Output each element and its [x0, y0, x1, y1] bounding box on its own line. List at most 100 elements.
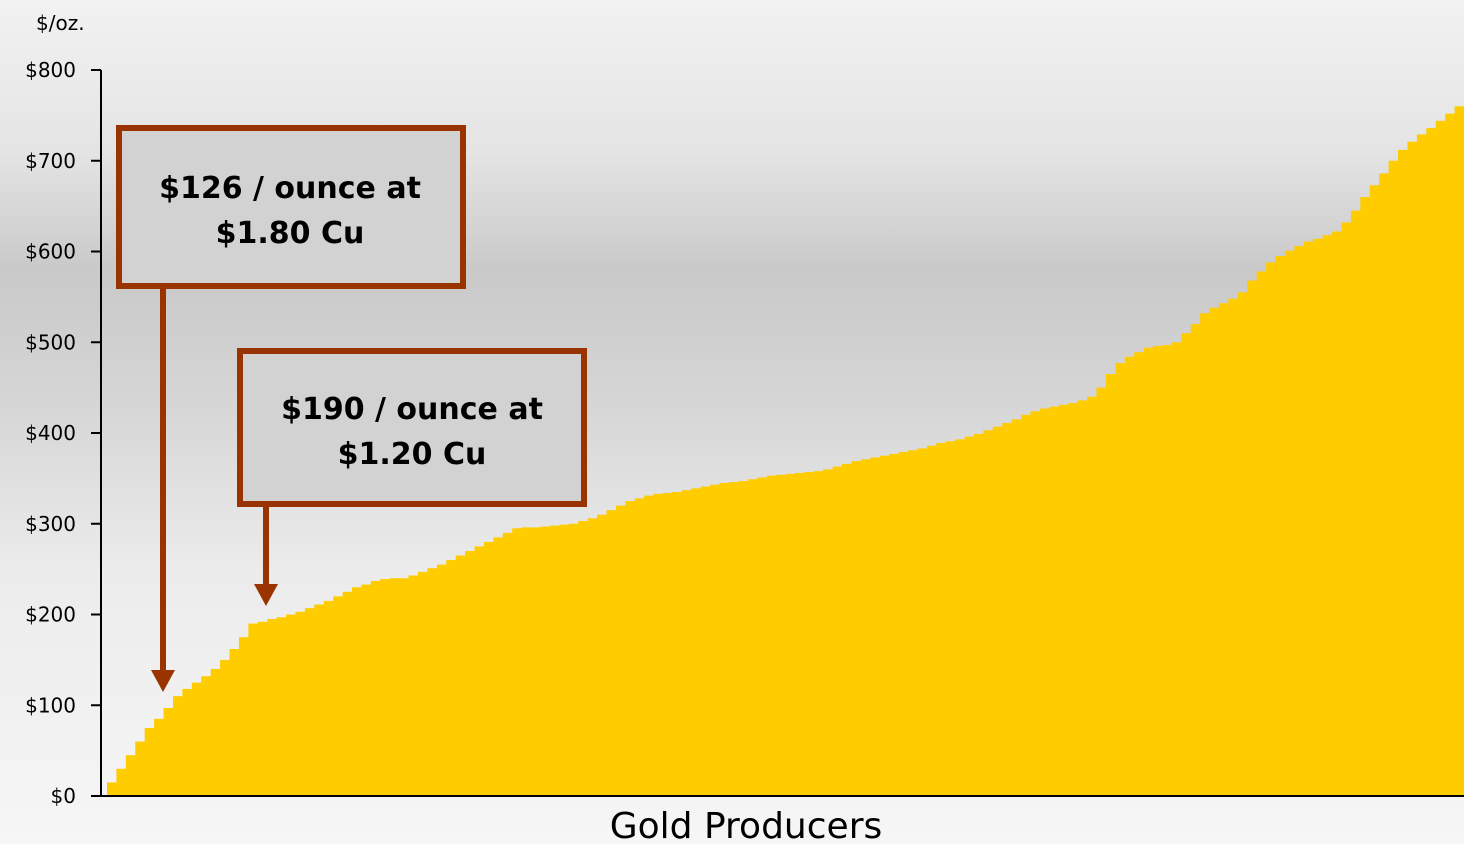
bar [1294, 246, 1305, 796]
bar [116, 768, 127, 796]
bar [945, 441, 956, 796]
bar [719, 482, 730, 796]
bar [1237, 292, 1248, 796]
callout-1: $126 / ounce at $1.80 Cu [116, 125, 466, 692]
bar [154, 718, 165, 796]
bar [163, 707, 174, 796]
bar [1284, 250, 1295, 797]
bar [615, 505, 626, 796]
callout-1-box [116, 125, 466, 289]
bar [446, 560, 457, 796]
bar [955, 439, 966, 796]
bar [455, 555, 466, 796]
bar [1266, 262, 1277, 796]
bar [691, 488, 702, 796]
bar [1322, 235, 1333, 797]
bar [276, 617, 287, 796]
bar [549, 525, 560, 796]
bar [568, 523, 579, 796]
bar [257, 621, 268, 796]
bar [1435, 120, 1446, 796]
bar [238, 637, 249, 796]
y-ticks: $0 $100 $200 $300 $400 $500 $600 $700 $800 [25, 58, 101, 808]
bar [747, 479, 758, 796]
bar [1143, 347, 1154, 796]
callout-1-line-2: $1.80 Cu [216, 216, 365, 251]
bar [342, 591, 353, 796]
bar [700, 486, 711, 796]
bar [1313, 238, 1324, 797]
bar [220, 659, 231, 797]
bar [427, 568, 438, 796]
bar [1181, 333, 1192, 796]
bar [964, 436, 975, 796]
bar [1350, 210, 1361, 796]
bar [417, 571, 428, 796]
callout-2-line-1: $190 / ounce at [281, 392, 543, 427]
bar [1379, 173, 1390, 796]
bar [1218, 303, 1230, 796]
bar [606, 510, 617, 796]
callout-2-arrow-head [254, 584, 278, 606]
bar [248, 623, 259, 796]
bar [625, 501, 636, 796]
bar [229, 648, 240, 796]
bar [766, 475, 777, 796]
bar [107, 782, 118, 796]
y-tick-label: $200 [25, 603, 76, 627]
bar [521, 527, 532, 796]
y-tick-label: $100 [25, 693, 76, 717]
bar [889, 453, 900, 796]
bar [286, 614, 297, 796]
bar [728, 482, 739, 796]
bar [908, 450, 919, 796]
bar [851, 461, 862, 796]
bar [295, 611, 306, 796]
bar [842, 463, 853, 796]
bar [399, 578, 410, 796]
bar [210, 668, 221, 796]
bar [172, 696, 183, 796]
bar [1416, 134, 1427, 796]
callout-1-arrow-head [151, 670, 175, 692]
bar [1256, 271, 1267, 797]
bar [1303, 241, 1314, 796]
bar [1002, 423, 1013, 796]
bar [389, 578, 400, 796]
bar [804, 472, 815, 796]
bar [1011, 419, 1022, 796]
bar [823, 469, 834, 796]
bar [1171, 342, 1182, 796]
bar [144, 727, 155, 796]
bar [672, 491, 683, 796]
bar [323, 600, 334, 796]
bar [380, 579, 391, 796]
bar [1426, 128, 1437, 796]
bar [201, 676, 212, 796]
bar [1096, 387, 1107, 797]
bar [1153, 345, 1164, 796]
callout-2-line-2: $1.20 Cu [338, 437, 487, 472]
bar [832, 466, 843, 796]
bar [757, 477, 768, 796]
bar-series [107, 106, 1464, 797]
bar [1398, 149, 1409, 797]
y-tick-label: $500 [25, 330, 76, 354]
bar [860, 459, 871, 796]
bar [1124, 356, 1135, 796]
bar [644, 495, 655, 796]
y-tick-label: $800 [25, 58, 76, 82]
y-tick-label: $400 [25, 421, 76, 445]
callout-1-line-1: $126 / ounce at [159, 171, 421, 206]
bar [465, 550, 476, 796]
bar [1407, 141, 1418, 796]
bar [794, 472, 805, 796]
bar [559, 524, 570, 796]
bar [936, 442, 947, 796]
bar [973, 433, 984, 796]
bar [304, 608, 315, 796]
bar [926, 445, 937, 796]
bar [474, 546, 485, 796]
x-axis-title: Gold Producers [610, 806, 883, 844]
